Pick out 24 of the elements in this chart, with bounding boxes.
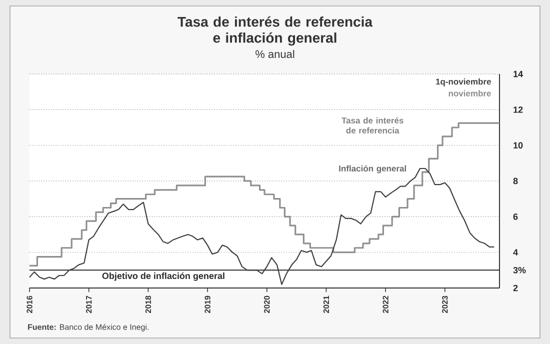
x-tick-label: 2018 — [145, 296, 152, 314]
y-tick-label: 10 — [514, 142, 523, 149]
annotation: 1q-noviembre — [436, 78, 491, 86]
text: Tasa de interés de referencia — [342, 117, 404, 134]
x-tick-label: 2022 — [382, 296, 388, 314]
x-tick-label: 2021 — [323, 296, 330, 314]
y-tick-label: 6 — [513, 213, 518, 220]
chart-title: Tasa de interés de referencia e inflación general — [178, 16, 373, 46]
chart-subtitle: % anual — [256, 50, 294, 58]
x-tick-label: 2019 — [204, 296, 210, 314]
x-tick-label: 2023 — [442, 296, 448, 314]
text: Fuente: Banco de México e Inegi. — [28, 324, 148, 332]
annotation: noviembre — [448, 90, 491, 96]
y-tick-label: 12 — [514, 106, 523, 113]
x-tick-label: 2020 — [264, 296, 270, 314]
y-tick-label: 14 — [514, 70, 523, 78]
x-tick-label: 2016 — [26, 296, 32, 314]
y-tick-label: 3% — [513, 266, 526, 274]
y-tick-label: 4 — [513, 249, 518, 256]
series-label: Inflación general — [339, 165, 406, 174]
ref-line-label: Objetivo de inflación general — [102, 272, 224, 281]
y-tick-label: 2 — [513, 284, 518, 292]
x-tick-label: 2017 — [86, 296, 92, 314]
y-tick-label: 8 — [513, 178, 518, 184]
